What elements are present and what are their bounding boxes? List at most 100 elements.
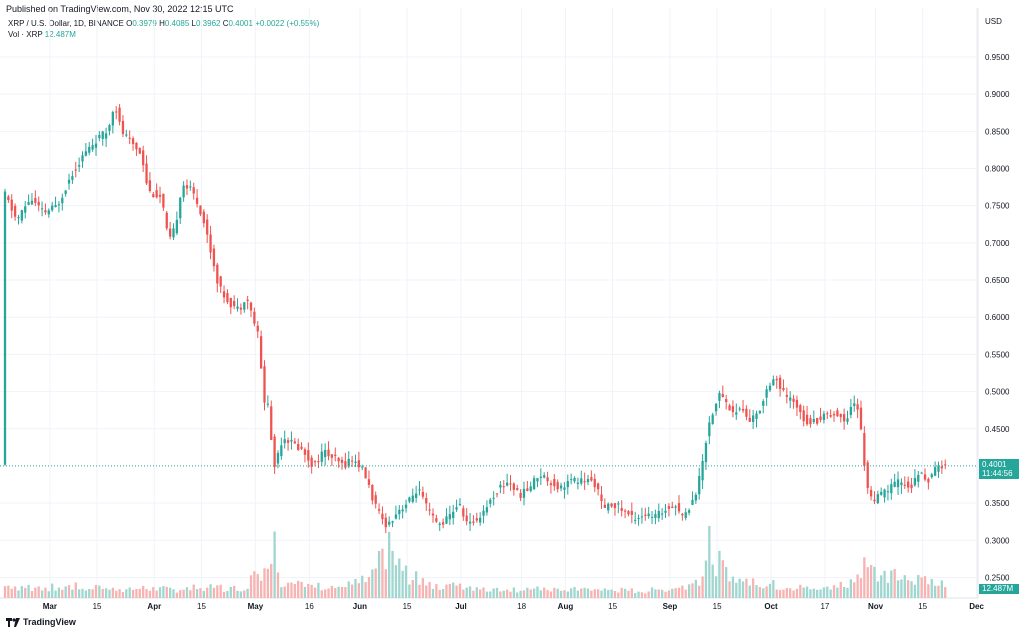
candle-body (51, 205, 54, 211)
volume-bar (627, 590, 630, 598)
candle-body (340, 459, 344, 463)
candle-body (778, 377, 782, 389)
close-value: 0.4001 (228, 19, 253, 28)
y-tick-label: 0.4500 (985, 425, 1010, 434)
volume-bar (778, 590, 782, 598)
candle-body (711, 414, 714, 424)
volume-bar (71, 589, 74, 598)
candle-body (927, 478, 930, 483)
candle-body (7, 196, 10, 201)
volume-bar (876, 581, 879, 598)
volume-bar (465, 587, 468, 598)
y-tick-label: 0.9000 (985, 90, 1010, 99)
candle-body (226, 292, 229, 303)
volume-bar (718, 550, 721, 598)
candle-body (300, 446, 303, 449)
volume-bar (142, 585, 145, 598)
candle-body (391, 521, 394, 523)
candle-body (772, 379, 775, 386)
volume-bar (886, 582, 890, 598)
candle-body (610, 503, 613, 507)
volume-bar (900, 579, 903, 598)
volume-bar (421, 578, 425, 598)
volume-bar (485, 591, 489, 598)
volume-bar (226, 590, 229, 598)
volume-bar (310, 584, 313, 598)
candle-body (239, 307, 243, 310)
candle-body (472, 521, 475, 523)
candle-body (411, 495, 414, 502)
candle-body (155, 190, 158, 198)
volume-bar (438, 589, 441, 598)
candle-body (286, 440, 290, 443)
volume-bar (708, 526, 711, 598)
candle-body (499, 484, 502, 488)
candle-body (374, 495, 377, 504)
candle-body (24, 206, 27, 213)
candle-body (222, 291, 226, 298)
volume-bar (637, 591, 640, 598)
high-label: H (159, 19, 165, 28)
volume-bar (492, 588, 495, 598)
volume-bar (489, 591, 492, 598)
candle-body (623, 510, 627, 512)
volume-bar (802, 587, 805, 598)
symbol-label[interactable]: XRP / U.S. Dollar, 1D, BINANCE (8, 19, 124, 28)
volume-bar (799, 584, 802, 598)
volume-bar (152, 587, 155, 598)
volume-bar (61, 589, 64, 598)
candle-body (381, 513, 384, 520)
candle-body (671, 506, 674, 508)
volume-bar (714, 576, 718, 598)
volume-bar (24, 587, 27, 598)
candle-body (917, 474, 920, 482)
volume-bar (691, 583, 694, 598)
candle-body (586, 479, 590, 483)
y-tick-label: 0.9500 (985, 53, 1010, 62)
y-tick-label: 0.3000 (985, 536, 1010, 545)
candle-body (138, 148, 141, 154)
candle-body (640, 516, 644, 518)
volume-label[interactable]: Vol · XRP (8, 30, 43, 39)
x-tick-label: Jul (455, 602, 467, 611)
volume-bar (145, 589, 148, 598)
candle-body (310, 457, 313, 467)
volume-bar (890, 570, 893, 598)
volume-bar (67, 585, 71, 598)
volume-bar (519, 590, 522, 598)
candle-body (832, 414, 836, 416)
volume-bar (917, 574, 920, 598)
volume-bar (300, 581, 303, 598)
x-tick-label: 15 (197, 602, 206, 611)
x-tick-label: Jun (353, 602, 367, 611)
candle-body (468, 521, 472, 524)
volume-bar (54, 590, 57, 598)
volume-bar (138, 588, 141, 598)
tradingview-logo[interactable]: TradingView (6, 617, 76, 627)
candle-body (61, 197, 64, 204)
volume-bar (829, 589, 832, 598)
candle-body (596, 483, 600, 490)
candle-body (613, 503, 617, 509)
volume-bar (748, 585, 751, 598)
candle-body (543, 475, 546, 478)
candle-body (199, 205, 202, 215)
candle-body (684, 512, 687, 518)
volume-bar (880, 575, 883, 598)
candle-body (367, 479, 371, 485)
volume-bar (51, 583, 54, 598)
volume-bar (893, 568, 896, 598)
candle-body (259, 336, 263, 369)
volume-bar (391, 550, 394, 598)
volume-bar (243, 590, 246, 598)
x-tick-label: 17 (820, 602, 829, 611)
x-tick-label: Aug (558, 602, 574, 611)
candle-body (334, 454, 337, 457)
candle-body (789, 397, 792, 401)
volume-bar (361, 575, 364, 598)
volume-bar (863, 557, 866, 598)
volume-bar (404, 565, 408, 598)
volume-bar (745, 578, 748, 598)
volume-bar (816, 589, 819, 598)
